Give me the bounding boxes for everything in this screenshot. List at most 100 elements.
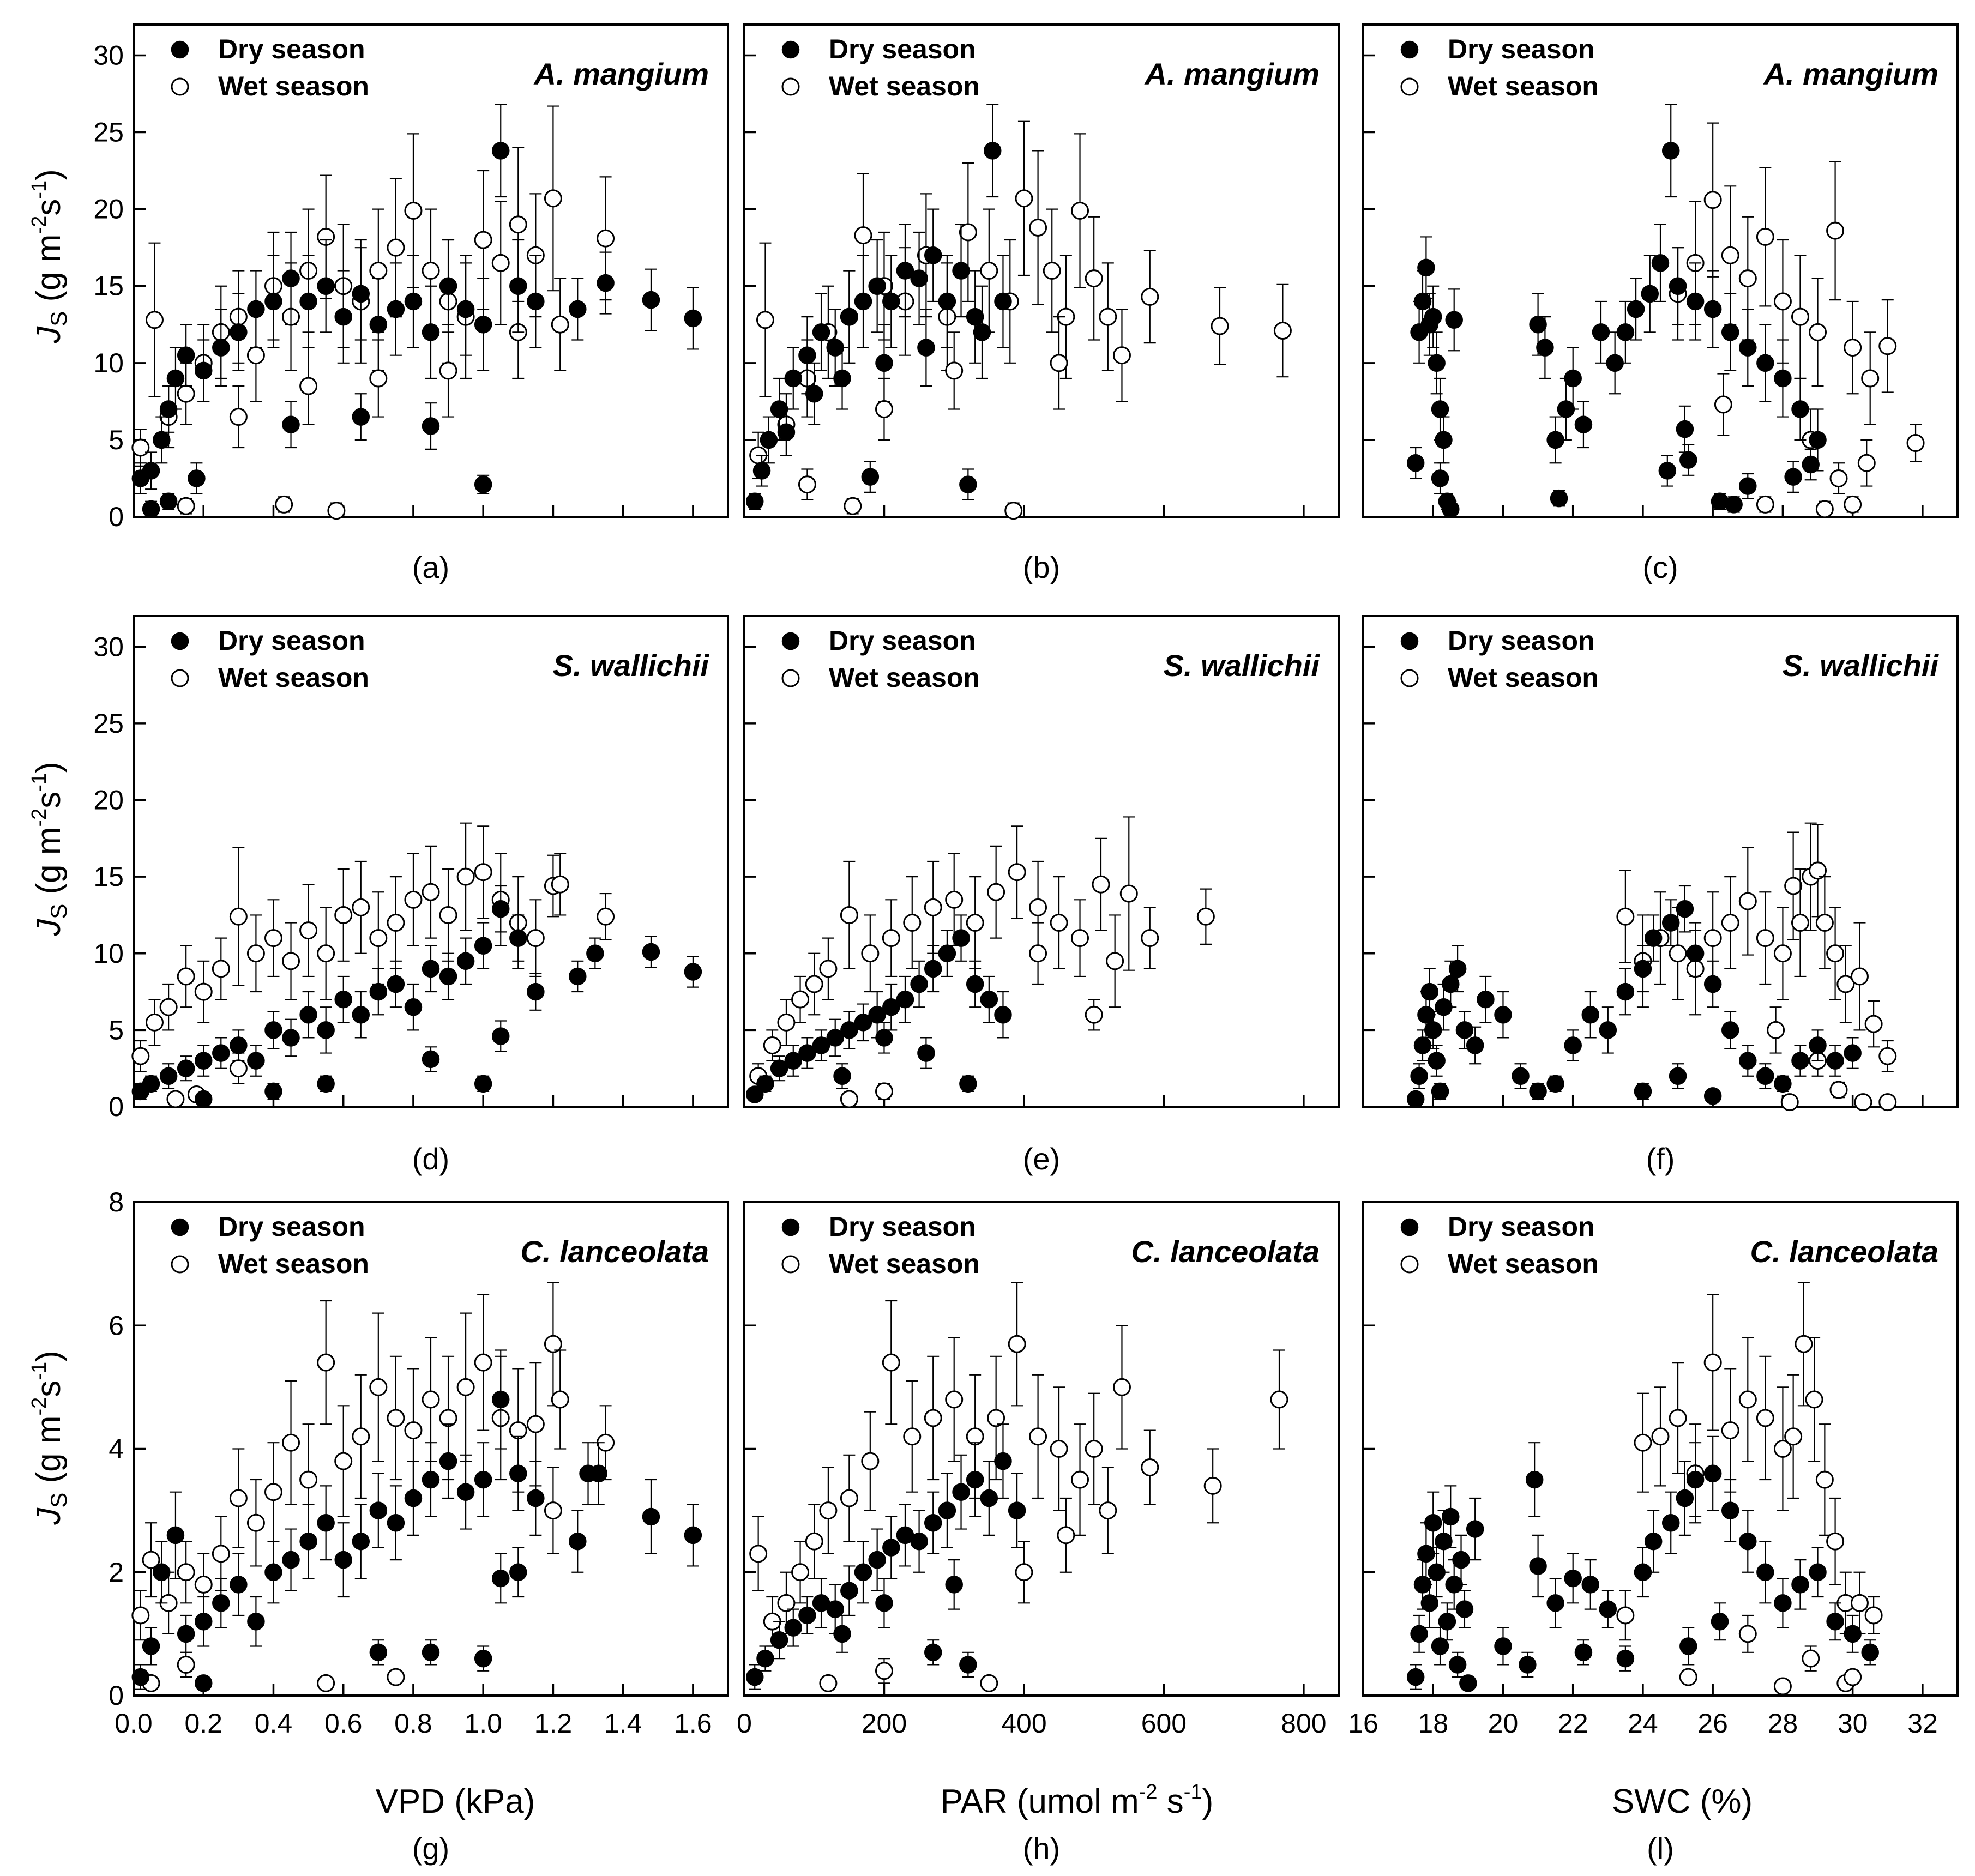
- species-label: A. mangium: [1144, 57, 1320, 91]
- data-point-dry: [770, 1631, 788, 1649]
- data-point-wet: [819, 1674, 838, 1692]
- data-point-wet: [987, 1409, 1005, 1427]
- data-point-dry: [264, 1021, 282, 1039]
- data-point-dry: [177, 1625, 195, 1643]
- x-tick-label: 0.8: [394, 1708, 432, 1739]
- data-point-wet: [980, 262, 998, 280]
- data-point-wet: [1864, 1015, 1883, 1033]
- data-point-dry: [1420, 1594, 1439, 1612]
- ylabel-unit: (g m: [30, 1416, 68, 1483]
- ylabel-end: ): [30, 1350, 68, 1362]
- data-point-wet: [439, 361, 457, 380]
- data-point-wet: [544, 1501, 562, 1520]
- data-point-wet: [246, 346, 265, 365]
- data-point-dry: [439, 277, 457, 295]
- legend-marker-dry: [171, 40, 189, 59]
- data-point-dry: [439, 967, 457, 986]
- data-point-wet: [1829, 1081, 1848, 1099]
- data-point-dry: [142, 462, 160, 480]
- data-point-wet: [1738, 1625, 1757, 1643]
- data-point-dry: [369, 1501, 388, 1519]
- data-point-wet: [1050, 1440, 1068, 1458]
- data-point-dry: [194, 1090, 213, 1108]
- data-point-dry: [142, 500, 160, 518]
- data-point-wet: [1057, 1526, 1075, 1545]
- data-point-dry: [1756, 1563, 1774, 1581]
- data-point-wet: [1780, 1093, 1799, 1112]
- data-point-dry: [1581, 1576, 1600, 1594]
- data-point-dry: [1536, 339, 1554, 357]
- data-point-dry: [1599, 1021, 1617, 1039]
- data-point-wet: [1071, 929, 1089, 948]
- panel-e: Dry season Wet season S. wallichii (e): [743, 615, 1340, 1176]
- data-point-dry: [1791, 1576, 1809, 1594]
- data-point-dry: [509, 1563, 527, 1581]
- data-point-wet: [861, 944, 880, 963]
- data-point-wet: [1616, 1606, 1635, 1625]
- legend-label-wet: Wet season: [218, 71, 369, 101]
- data-point-dry: [387, 975, 405, 993]
- legend-marker-wet: [781, 669, 800, 687]
- ylabel-exp1: -2: [28, 809, 51, 827]
- data-point-dry: [1529, 316, 1547, 334]
- ylabel-j: J: [30, 919, 68, 937]
- data-point-wet: [177, 1563, 195, 1582]
- data-point-dry: [404, 1489, 423, 1507]
- y-axis-title-row3: JS (g m-2s-1): [28, 1350, 71, 1525]
- data-point-dry: [230, 323, 248, 341]
- panel-tag: (a): [412, 550, 449, 584]
- data-point-wet: [875, 400, 893, 418]
- x-tick-label: 1.4: [604, 1708, 642, 1739]
- data-point-dry: [875, 354, 893, 372]
- legend-marker-wet: [781, 77, 800, 96]
- data-point-wet: [551, 875, 569, 894]
- data-point-wet: [980, 1674, 998, 1692]
- legend-label-wet: Wet season: [218, 1248, 369, 1279]
- data-point-dry: [994, 1006, 1012, 1024]
- x-tick-label: 24: [1628, 1708, 1658, 1739]
- y-tick-label: 8: [109, 1187, 124, 1217]
- legend-marker-wet: [1400, 1255, 1419, 1274]
- species-label: C. lanceolata: [521, 1234, 709, 1269]
- data-point-wet: [334, 1452, 353, 1470]
- data-point-dry: [1525, 1470, 1544, 1489]
- data-point-dry: [1686, 944, 1705, 962]
- data-point-wet: [791, 1563, 810, 1582]
- data-point-dry: [1703, 300, 1722, 318]
- ylabel-unit: (g m: [30, 234, 68, 302]
- data-point-dry: [882, 292, 900, 311]
- data-point-dry: [868, 277, 886, 295]
- data-point-wet: [1669, 1409, 1687, 1427]
- data-point-dry: [1431, 400, 1449, 418]
- ylabel-end: ): [30, 169, 68, 180]
- data-point-wet: [422, 1390, 440, 1409]
- data-point-dry: [1679, 451, 1697, 469]
- panel-tag: (e): [1023, 1142, 1060, 1176]
- data-point-dry: [456, 1483, 475, 1501]
- x-tick-label: 18: [1418, 1708, 1448, 1739]
- data-point-wet: [212, 1545, 230, 1563]
- data-point-wet: [945, 1390, 964, 1409]
- data-point-dry: [1494, 1637, 1512, 1655]
- data-point-dry: [1661, 142, 1680, 160]
- data-point-wet: [177, 384, 195, 403]
- data-point-dry: [491, 1390, 510, 1409]
- data-point-dry: [994, 292, 1012, 311]
- data-point-dry: [840, 1582, 858, 1600]
- data-point-dry: [491, 1569, 510, 1588]
- data-point-dry: [1428, 354, 1446, 372]
- data-point-dry: [1686, 1470, 1705, 1489]
- data-point-wet: [177, 497, 195, 515]
- legend-label-dry: Dry season: [829, 34, 976, 64]
- data-point-wet: [1738, 269, 1757, 288]
- data-point-wet: [327, 502, 346, 520]
- data-point-wet: [1784, 877, 1803, 895]
- data-point-dry: [745, 492, 764, 511]
- legend-marker-dry: [1400, 1218, 1419, 1236]
- legend-label-wet: Wet season: [1448, 1248, 1599, 1279]
- data-point-wet: [1773, 1440, 1792, 1458]
- data-point-wet: [987, 883, 1005, 901]
- data-point-wet: [1015, 1563, 1033, 1582]
- y-axis-title-row2: JS (g m-2s-1): [28, 762, 71, 937]
- data-point-wet: [1669, 944, 1687, 963]
